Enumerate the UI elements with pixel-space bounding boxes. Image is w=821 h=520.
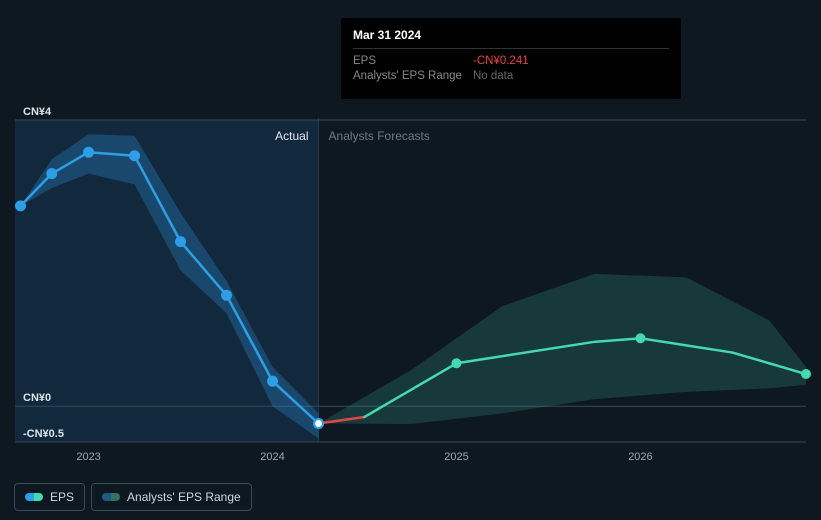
tooltip-row-label: EPS [353, 55, 473, 67]
eps-actual-marker [222, 290, 232, 300]
legend-swatch-icon [25, 493, 43, 501]
eps-forecast-marker [635, 333, 645, 343]
eps-forecast-marker [451, 358, 461, 368]
tooltip-row: EPS-CN¥0.241 [353, 55, 669, 67]
tooltip-row-value: -CN¥0.241 [473, 55, 529, 67]
chart-tooltip: Mar 31 2024 EPS-CN¥0.241Analysts' EPS Ra… [341, 18, 681, 99]
tooltip-divider [353, 48, 669, 49]
tooltip-row-value: No data [473, 70, 513, 82]
legend-item-range[interactable]: Analysts' EPS Range [91, 483, 252, 511]
hover-marker [314, 419, 323, 428]
x-axis-tick: 2024 [260, 451, 284, 463]
legend-item-label: Analysts' EPS Range [127, 490, 241, 504]
tooltip-row: Analysts' EPS RangeNo data [353, 70, 669, 82]
eps-actual-marker [268, 376, 278, 386]
eps-actual-marker [47, 169, 57, 179]
x-axis-tick: 2026 [628, 451, 652, 463]
x-axis-tick: 2023 [76, 451, 100, 463]
y-axis-label: CN¥4 [23, 106, 52, 118]
eps-actual-marker [130, 151, 140, 161]
eps-chart: { "chart": { "type": "line-area", "width… [0, 0, 821, 520]
legend-swatch-icon [102, 493, 120, 501]
actual-panel-label: Actual [275, 129, 308, 143]
eps-actual-marker [176, 237, 186, 247]
y-axis-label: -CN¥0.5 [23, 428, 64, 440]
legend-item-eps[interactable]: EPS [14, 483, 85, 511]
y-axis-label: CN¥0 [23, 392, 51, 404]
chart-legend: EPS Analysts' EPS Range [14, 483, 252, 511]
tooltip-row-label: Analysts' EPS Range [353, 70, 473, 82]
x-axis-tick: 2025 [444, 451, 468, 463]
eps-actual-marker [16, 201, 26, 211]
tooltip-title: Mar 31 2024 [353, 28, 669, 42]
legend-item-label: EPS [50, 490, 74, 504]
forecast-panel-label: Analysts Forecasts [329, 129, 430, 143]
eps-actual-marker [84, 147, 94, 157]
eps-forecast-marker [801, 369, 811, 379]
